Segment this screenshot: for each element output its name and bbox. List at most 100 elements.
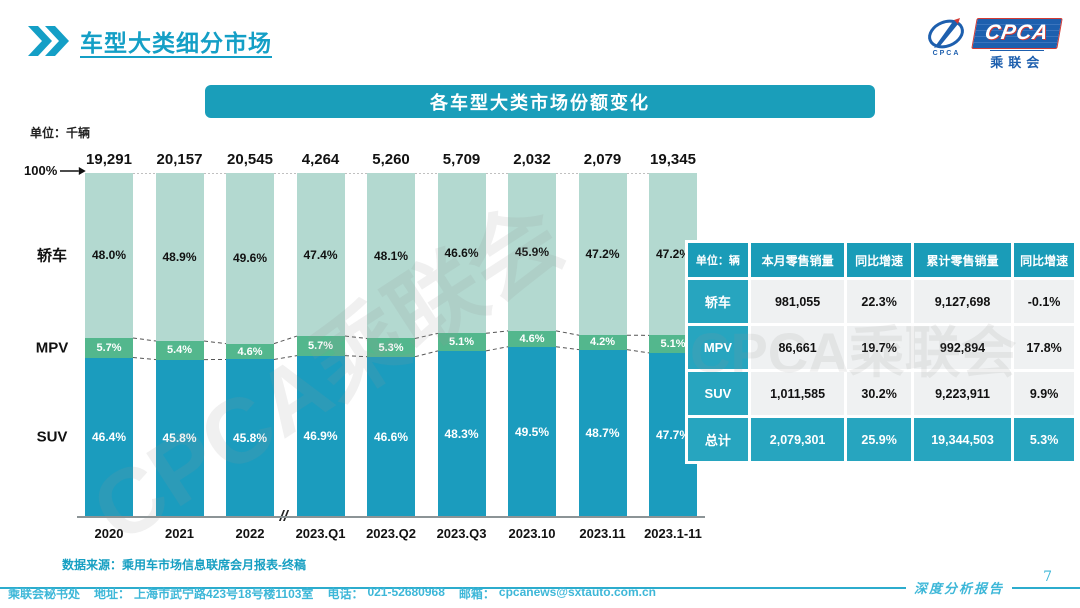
segment-轿车: 48.1% — [367, 173, 415, 339]
bar-stack: 48.9% 5.4% 45.8% — [155, 173, 204, 517]
segment-MPV: 4.6% — [226, 343, 274, 360]
cell-SUV-3: 9.9% — [1014, 372, 1074, 415]
segment-SUV: 49.5% — [508, 346, 556, 517]
table-row-MPV: MPV 86,661 19.7% 992,894 17.8% — [688, 326, 1074, 369]
segment-轿车: 47.4% — [296, 173, 345, 337]
logo-acronym-box: CPCA — [971, 18, 1063, 49]
segment-value-label: 48.9% — [162, 250, 197, 265]
cell-SUV-2: 9,223,911 — [913, 372, 1012, 415]
segment-SUV: 46.9% — [296, 355, 345, 517]
chart-unit-label: 单位：千辆 — [30, 126, 91, 140]
bar-column-2023.Q3: 5,709 46.6% 5.1% 48.3% 2023.Q3 — [437, 151, 487, 541]
segment-value-label: 48.0% — [91, 248, 127, 263]
address-value: 上海市武宁路423号18号楼1103室 — [134, 587, 314, 601]
segment-轿车: 48.0% — [85, 173, 133, 338]
email-link[interactable]: cpcanews@sxtauto.com.cn — [498, 585, 656, 599]
bar-column-2023.10: 2,032 45.9% 4.6% 49.5% 2023.10 — [508, 151, 556, 541]
header: 车型大类细分市场 — [28, 24, 272, 58]
segment-value-label: 5.1% — [660, 338, 686, 351]
table-header-3: 累计零售销量 — [913, 243, 1012, 277]
table-row-SUV: SUV 1,011,585 30.2% 9,223,911 9.9% — [688, 372, 1074, 415]
bar-total-label: 5,260 — [372, 151, 410, 168]
segment-SUV: 46.4% — [85, 357, 133, 517]
segment-value-label: 46.4% — [91, 430, 127, 445]
bar-total-label: 20,157 — [156, 151, 203, 168]
segment-轿车: 48.9% — [155, 173, 204, 342]
bar-total-label: 2,079 — [583, 151, 622, 168]
segment-value-label: 46.6% — [444, 246, 479, 261]
cell-MPV-2: 992,894 — [913, 326, 1012, 369]
segment-value-label: 5.4% — [166, 344, 193, 357]
table-header-row: 单位：辆 本月零售销量 同比增速 累计零售销量 同比增速 — [688, 243, 1074, 277]
segment-value-label: 46.9% — [303, 429, 338, 444]
bar-stack: 49.6% 4.6% 45.8% — [226, 173, 274, 517]
segment-value-label: 4.6% — [237, 345, 263, 358]
cell-总计-0: 2,079,301 — [750, 418, 845, 461]
bar-stack: 46.6% 5.1% 48.3% — [437, 173, 486, 517]
segment-MPV: 5.3% — [367, 338, 415, 357]
table-header-1: 本月零售销量 — [750, 243, 845, 277]
stacked-bar-chart: 19,291 48.0% 5.7% 46.4% 2020 20,157 48.9% 5.4% 4… — [85, 151, 702, 541]
cell-轿车-0: 981,055 — [750, 280, 845, 323]
segment-value-label: 4.6% — [519, 332, 545, 345]
cell-SUV-0: 1,011,585 — [750, 372, 845, 415]
segment-轿车: 46.6% — [437, 173, 486, 334]
segment-value-label: 45.9% — [514, 244, 550, 259]
segment-value-label: 47.2% — [585, 247, 620, 262]
cell-MPV-3: 17.8% — [1014, 326, 1074, 369]
category-label: 2023.Q3 — [436, 526, 487, 541]
cell-总计-1: 25.9% — [847, 418, 911, 461]
bar-total-label: 19,291 — [86, 151, 132, 168]
x-axis-line — [77, 516, 705, 518]
row-label-cell: MPV — [688, 326, 748, 369]
bar-column-2022: 20,545 49.6% 4.6% 45.8% 2022 — [226, 151, 274, 541]
category-label: 2023.10 — [508, 526, 556, 541]
row-label-cell: 轿车 — [688, 280, 748, 323]
cell-轿车-3: -0.1% — [1014, 280, 1074, 323]
bar-column-2020: 19,291 48.0% 5.7% 46.4% 2020 — [85, 151, 133, 541]
segment-value-label: 49.6% — [232, 251, 268, 266]
row-label-cell: 总计 — [688, 418, 748, 461]
bar-column-2021: 20,157 48.9% 5.4% 45.8% 2021 — [155, 151, 204, 541]
segment-value-label: 48.1% — [373, 248, 409, 263]
logo-emblem-caption: CPCA — [932, 50, 961, 57]
table-header-0: 单位：辆 — [688, 243, 748, 277]
logo-text-block: CPCA 乘联会 — [971, 18, 1063, 71]
segment-value-label: 48.3% — [444, 426, 479, 441]
bar-total-label: 2,032 — [513, 151, 551, 168]
category-label: 2023.1-11 — [644, 526, 702, 541]
axis-100-text: 100% — [24, 163, 58, 178]
cell-轿车-2: 9,127,698 — [913, 280, 1012, 323]
bar-stack: 47.2% 4.2% 48.7% — [578, 173, 627, 517]
bar-total-label: 20,545 — [227, 151, 273, 168]
table-row-轿车: 轿车 981,055 22.3% 9,127,698 -0.1% — [688, 280, 1074, 323]
segment-value-label: 45.8% — [232, 431, 268, 446]
segment-轿车: 47.2% — [578, 173, 627, 336]
table-row-总计: 总计 2,079,301 25.9% 19,344,503 5.3% — [688, 418, 1074, 461]
series-row-labels: 轿车 MPV SUV — [24, 173, 80, 517]
segment-value-label: 5.7% — [307, 339, 334, 352]
address-label: 地址： — [94, 587, 131, 601]
report-type-label: 深度分析报告 — [913, 582, 1004, 597]
segment-SUV: 45.8% — [155, 359, 204, 517]
phone-label: 电话： — [327, 587, 364, 601]
org-name: 乘联会秘书处 — [8, 587, 81, 601]
footer-line-right: 7 — [1012, 569, 1080, 589]
contact-bar: 乘联会秘书处 地址： 上海市武宁路423号18号楼1103室 电话： 021-526… — [8, 585, 656, 602]
segment-MPV: 5.7% — [85, 337, 133, 358]
cell-MPV-0: 86,661 — [750, 326, 845, 369]
bar-column-2023.Q1: 4,264 47.4% 5.7% 46.9% 2023.Q1 — [296, 151, 346, 541]
category-label: 2023.Q2 — [366, 526, 416, 541]
data-source-note: 数据来源：乘用车市场信息联席会月报表-终稿 — [62, 558, 306, 572]
axis-100-label: 100% — [24, 163, 86, 178]
bar-stack: 45.9% 4.6% 49.5% — [508, 173, 556, 517]
bar-stack: 48.1% 5.3% 46.6% — [367, 173, 415, 517]
segment-value-label: 48.7% — [585, 426, 620, 441]
segment-value-label: 5.7% — [96, 341, 122, 354]
segment-value-label: 47.4% — [303, 247, 338, 262]
segment-value-label: 4.2% — [589, 336, 616, 349]
cell-总计-3: 5.3% — [1014, 418, 1074, 461]
category-label: 2022 — [235, 526, 265, 541]
page-number: 7 — [1043, 568, 1052, 585]
cell-轿车-1: 22.3% — [847, 280, 911, 323]
